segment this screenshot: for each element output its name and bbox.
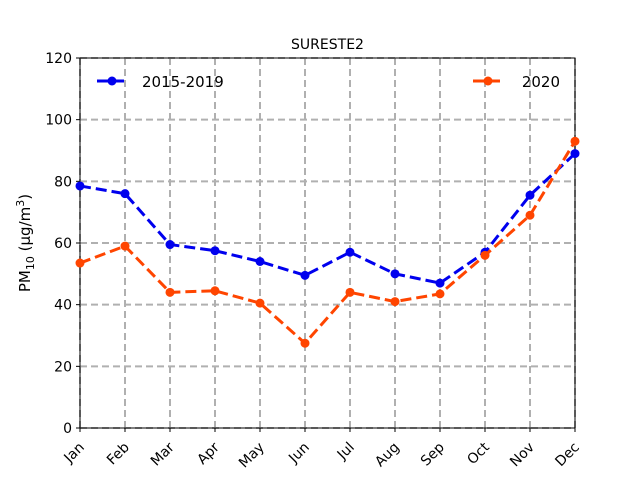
y-tick-label: 120 [45,51,72,67]
data-point [210,286,220,296]
legend-marker [107,76,117,86]
series-2 [75,136,580,348]
y-tick-label: 40 [54,298,72,314]
y-tick-label: 60 [54,236,72,252]
data-point [165,287,175,297]
data-point [210,246,220,256]
series-line [79,140,577,345]
data-point [570,149,580,159]
data-point [390,297,400,307]
data-point [300,270,310,280]
data-point [255,298,265,308]
data-point [570,136,580,146]
legend-entry-1: 2015-2019 [97,73,224,91]
y-tick-label: 0 [63,421,72,437]
data-point [435,289,445,299]
data-point [525,190,535,200]
data-point [255,257,265,266]
data-point [345,287,355,297]
y-tick-label: 20 [54,359,72,375]
y-axis: 0 20 40 60 80 100 120 [45,51,80,437]
legend-label: 2015-2019 [142,73,224,91]
legend-marker [483,76,493,86]
data-point [480,250,490,260]
legend-label: 2020 [522,73,560,91]
legend-entry-2: 2020 [473,73,560,91]
data-point [75,258,85,268]
y-tick-label: 80 [54,174,72,190]
y-tick-label: 100 [45,113,72,129]
data-point [345,247,355,257]
data-point [75,181,85,191]
data-point [120,189,130,199]
data-point [165,240,175,250]
data-point [525,210,535,220]
legend: 2015-2019 2020 [97,73,560,91]
grid [79,57,576,429]
series-group [75,136,580,348]
series-1 [75,149,580,288]
chart-title: SURESTE2 [291,37,364,53]
data-point [300,338,310,348]
data-point [120,241,130,251]
series-line [79,152,577,285]
data-point [435,278,445,288]
data-point [390,269,400,279]
y-axis-label: PM10 (μg/m3) [14,194,37,292]
